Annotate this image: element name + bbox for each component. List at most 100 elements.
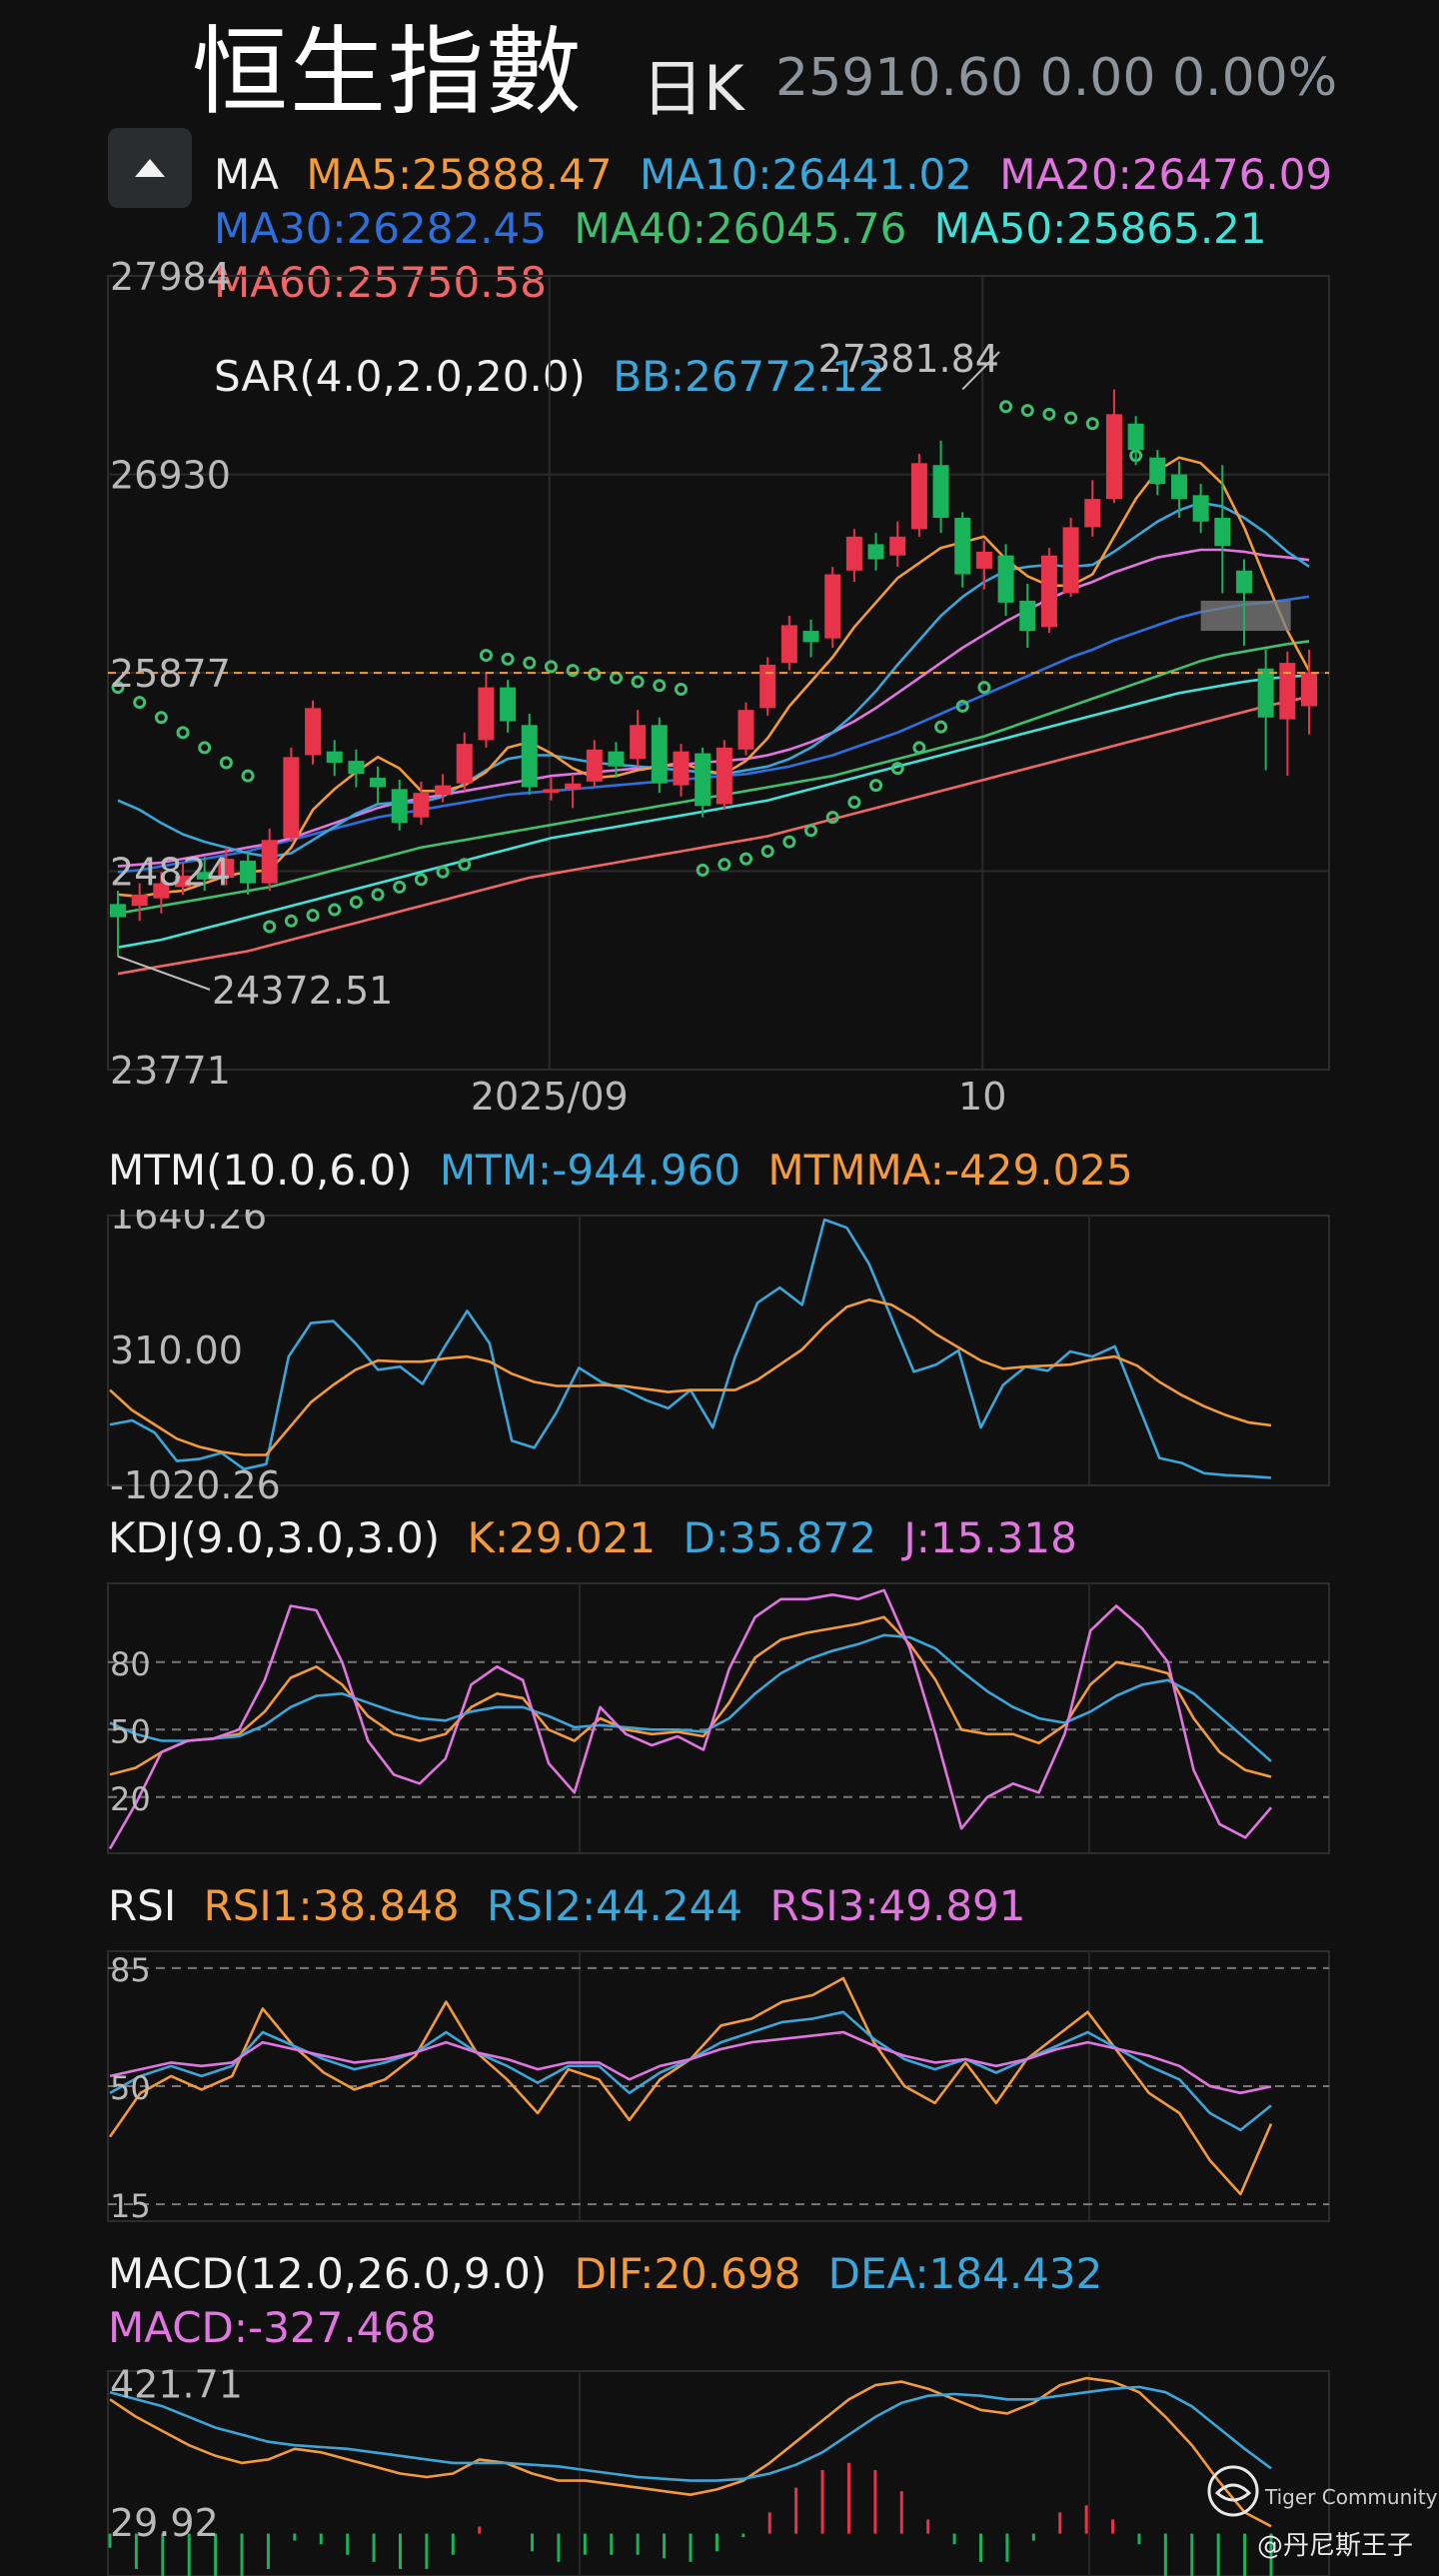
mtmma-value: MTMMA:-429.025 [767, 1146, 1133, 1195]
ma10-value: MA10:26441.02 [639, 150, 972, 199]
sar-dot [869, 779, 883, 793]
dif-value: DIF:20.698 [574, 2249, 801, 2298]
ma-legend-row-1: MA MA5:25888.47 MA10:26441.02 MA20:26476… [214, 150, 1346, 199]
price-x-tick: 10 [958, 1075, 1006, 1119]
candle-body [196, 872, 213, 880]
rsi-y-tick: 50 [110, 2069, 151, 2107]
price-y-tick: 27984 [110, 255, 231, 299]
candle-body [456, 744, 473, 784]
candle-body [824, 574, 841, 639]
candle-body [435, 785, 452, 796]
price-y-tick: 24824 [110, 851, 231, 895]
mtm-frame [107, 1215, 1330, 1486]
mtm-title: MTM(10.0,6.0) [108, 1146, 413, 1195]
sar-dot [674, 682, 688, 696]
candle-body [1040, 555, 1057, 628]
period-label[interactable]: 日K [642, 52, 744, 125]
kdj-y-tick: 20 [110, 1780, 151, 1818]
sar-dot [1020, 404, 1034, 418]
rsi1-value: RSI1:38.848 [203, 1881, 460, 1930]
sar-dot [739, 852, 753, 866]
ma40-value: MA40:26045.76 [574, 204, 907, 253]
price-y-tick: 26930 [110, 454, 231, 498]
mtm-legend: MTM(10.0,6.0) MTM:-944.960 MTMMA:-429.02… [108, 1146, 1147, 1195]
price-chart[interactable]: 27984 26930 25877 24824 23771 2025/09 10 27381.… [0, 0, 1439, 1160]
sar-dot [479, 649, 493, 663]
collapse-button[interactable] [108, 128, 192, 208]
candle-body [110, 904, 126, 918]
candle-body [261, 840, 278, 884]
caret-up-icon [135, 159, 165, 177]
price-change: 0.00 [1039, 48, 1156, 108]
price-y-tick: 25877 [110, 652, 231, 696]
ma30-value: MA30:26282.45 [214, 204, 547, 253]
candle-body [1019, 600, 1036, 632]
j-value: J:15.318 [903, 1513, 1077, 1562]
rsi-y-tick: 85 [110, 1951, 151, 1989]
candle-body [1192, 495, 1209, 522]
low-marker-line [117, 955, 211, 991]
sar-dot [718, 858, 731, 872]
watermark-author: @丹尼斯王子 [1257, 2531, 1414, 2561]
candle-body [630, 725, 647, 760]
candle-body [348, 761, 365, 775]
sar-dot [847, 796, 861, 810]
j-line [108, 1588, 1272, 1850]
candle-body [175, 876, 192, 888]
macd-chart[interactable]: 421.71 29.92 [0, 2365, 1439, 2576]
sar-dot [1064, 411, 1078, 425]
candle-body [1105, 414, 1122, 500]
bb-band-box [1200, 600, 1291, 632]
ma50-value: MA50:25865.21 [933, 204, 1267, 253]
sar-dot [306, 909, 320, 923]
ma50-line [117, 674, 1310, 949]
quote-line: 25910.60 0.00 0.00% [775, 48, 1337, 108]
sar-legend: SAR(4.0,2.0,20.0) BB:26772.12 [214, 352, 898, 401]
watermark-logo [1205, 2463, 1261, 2523]
bb-value: BB:26772.12 [613, 352, 885, 401]
mtm-chart[interactable]: 1640.26 310.00 -1020.26 [0, 1210, 1439, 1499]
candle-body [521, 725, 538, 788]
price-x-tick: 2025/09 [471, 1075, 629, 1119]
sar-dot [782, 835, 796, 849]
kdj-chart[interactable]: 80 50 20 [0, 1577, 1439, 1857]
candle-body [218, 859, 235, 878]
candle-body [867, 544, 884, 560]
sar-dot [653, 679, 667, 693]
rsi-chart[interactable]: 85 50 15 [0, 1945, 1439, 2225]
candle-body [500, 687, 517, 722]
candle-body [326, 751, 343, 763]
ma-legend-label: MA [214, 150, 279, 199]
mtm-y-tick: -1020.26 [110, 1463, 281, 1499]
candle-body [1170, 474, 1187, 500]
sar-dot [328, 903, 342, 917]
candle-body [954, 517, 971, 575]
price-change-pct: 0.00% [1171, 48, 1338, 108]
macd-title: MACD(12.0,26.0,9.0) [108, 2249, 548, 2298]
macd-legend-row-2: MACD:-327.468 [108, 2303, 451, 2352]
candle-body [1235, 570, 1252, 594]
sar-dot [523, 656, 537, 670]
sar-dot [111, 681, 125, 695]
index-title: 恒生指數 [192, 16, 584, 128]
mtm-y-tick: 310.00 [110, 1328, 243, 1372]
sar-dot [934, 720, 948, 734]
candle-body [608, 751, 625, 767]
macd-y-tick: 29.92 [110, 2501, 219, 2545]
candle-body [759, 664, 776, 709]
mtm-y-tick: 1640.26 [110, 1210, 267, 1238]
ma20-line [117, 548, 1310, 868]
sar-dot [501, 652, 515, 666]
candle-body [478, 687, 495, 741]
sar-dot [371, 888, 385, 902]
rsi2-line [109, 2010, 1272, 2132]
rsi-y-tick: 15 [110, 2187, 151, 2225]
candle-body [716, 747, 732, 805]
macd-y-tick: 421.71 [110, 2365, 243, 2407]
sar-dot [696, 863, 710, 877]
candle-body [1149, 457, 1166, 485]
candle-body [1279, 663, 1296, 720]
kdj-legend: KDJ(9.0,3.0,3.0) K:29.021 D:35.872 J:15.… [108, 1513, 1091, 1562]
macd-legend-row-1: MACD(12.0,26.0,9.0) DIF:20.698 DEA:184.4… [108, 2249, 1116, 2298]
candle-body [889, 536, 906, 556]
